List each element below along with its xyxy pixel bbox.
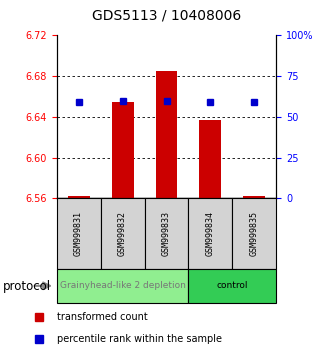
- Bar: [243, 196, 265, 198]
- Bar: [232, 198, 276, 269]
- Text: percentile rank within the sample: percentile rank within the sample: [57, 334, 221, 344]
- Bar: [156, 71, 177, 198]
- Text: transformed count: transformed count: [57, 312, 148, 322]
- Text: protocol: protocol: [3, 280, 52, 292]
- Bar: [188, 269, 276, 303]
- Text: GDS5113 / 10408006: GDS5113 / 10408006: [92, 9, 241, 23]
- Bar: [57, 198, 101, 269]
- Text: control: control: [217, 281, 248, 290]
- Bar: [68, 196, 90, 198]
- Bar: [101, 198, 145, 269]
- Bar: [112, 102, 134, 198]
- Text: Grainyhead-like 2 depletion: Grainyhead-like 2 depletion: [60, 281, 185, 290]
- Bar: [57, 269, 188, 303]
- Bar: [145, 198, 188, 269]
- Text: GSM999831: GSM999831: [74, 211, 83, 256]
- Bar: [199, 120, 221, 198]
- Text: GSM999833: GSM999833: [162, 211, 171, 256]
- Text: GSM999832: GSM999832: [118, 211, 127, 256]
- Text: GSM999834: GSM999834: [206, 211, 215, 256]
- Bar: [188, 198, 232, 269]
- Text: GSM999835: GSM999835: [250, 211, 259, 256]
